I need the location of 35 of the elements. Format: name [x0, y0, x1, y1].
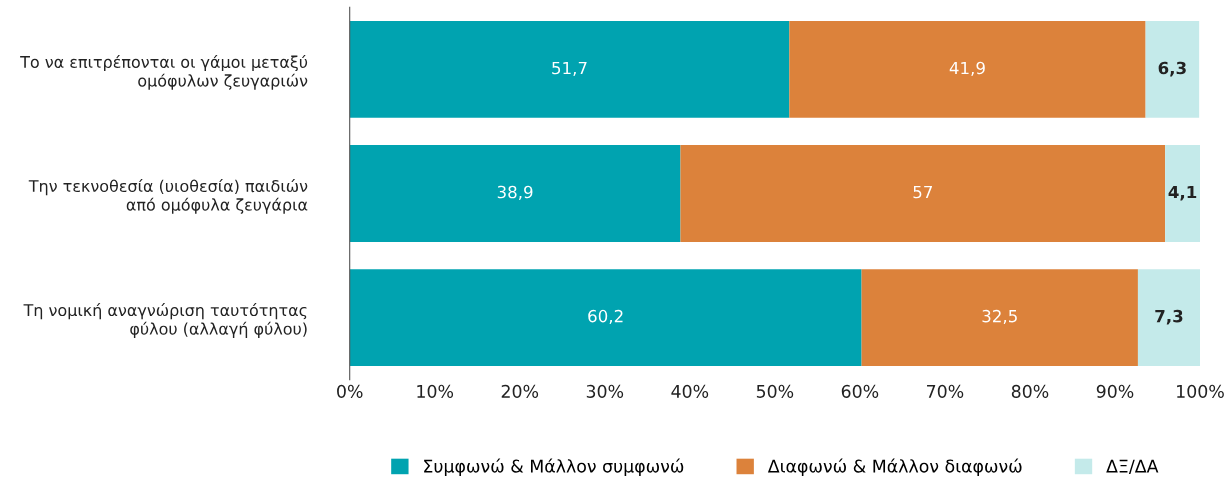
bar	[1137, 269, 1201, 366]
data-label: 38,9	[497, 185, 533, 201]
data-label: 60,2	[588, 309, 623, 325]
y-tick-label: Την τεκνοθεσία (υιοθεσία) παιδιών από ομόφυλα ζευγάρια	[28, 179, 308, 214]
x-tick-label: 40%	[671, 384, 709, 398]
bar	[1145, 21, 1200, 118]
x-tick-label: 30%	[586, 384, 624, 398]
data-label: 7,3	[1155, 309, 1183, 325]
legend-label: Συμφωνώ & Μάλλον συμφωνώ	[424, 458, 684, 477]
y-tick-label: Τη νομική αναγνώριση ταυτότητας φύλου (αλλαγή φύλου)	[23, 303, 307, 338]
bar	[349, 269, 862, 366]
bar	[349, 21, 790, 118]
data-label: 4,1	[1168, 185, 1197, 201]
x-tick-label: 60%	[841, 384, 879, 398]
x-tick-label: 90%	[1096, 384, 1134, 398]
x-tick-label: 0%	[337, 384, 363, 398]
x-tick-label: 10%	[417, 384, 454, 398]
x-tick-label: 100%	[1177, 384, 1224, 398]
x-tick-label: 70%	[927, 384, 964, 398]
legend-label: Διαφωνώ & Μάλλον διαφωνώ	[767, 458, 1022, 477]
bar	[680, 145, 1166, 242]
bar	[861, 269, 1138, 366]
data-label: 32,5	[982, 309, 1017, 325]
data-label: 51,7	[552, 61, 587, 76]
data-label: 57	[913, 185, 932, 199]
bar	[789, 21, 1146, 118]
data-label: 41,9	[949, 61, 985, 76]
x-tick-label: 80%	[1011, 384, 1049, 398]
legend-label: ΔΞ/ΔΑ	[1106, 459, 1159, 475]
bar	[1165, 145, 1201, 242]
bar	[349, 145, 681, 242]
x-tick-label: 50%	[756, 384, 794, 398]
y-tick-label: Το να επιτρέπονται οι γάμοι μεταξύ ομόφυλων ζευγαριών	[20, 54, 308, 90]
x-tick-label: 20%	[501, 384, 539, 398]
data-label: 6,3	[1158, 61, 1186, 77]
